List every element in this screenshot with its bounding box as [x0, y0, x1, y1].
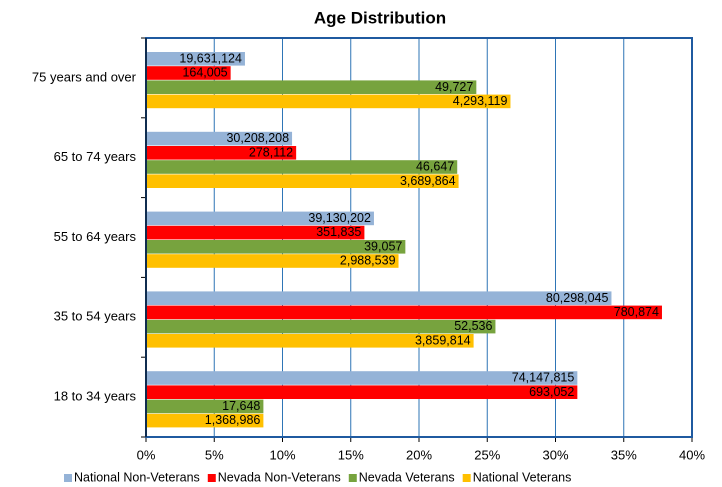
legend-label: National Veterans [473, 470, 572, 484]
y-tick-label: 55 to 64 years [54, 229, 137, 244]
data-label: 19,631,124 [179, 51, 242, 65]
bar [146, 174, 459, 188]
bar [146, 52, 245, 66]
bar [146, 319, 496, 334]
x-tick-label: 15% [338, 447, 364, 462]
bar [146, 291, 612, 305]
data-label: 39,057 [364, 239, 402, 253]
data-label: 3,689,864 [400, 174, 456, 188]
data-label: 30,208,208 [226, 131, 289, 145]
legend-label: National Non-Veterans [74, 470, 200, 484]
x-tick-label: 20% [406, 447, 432, 462]
data-label: 693,052 [529, 385, 574, 399]
legend-swatch [207, 474, 216, 482]
x-tick-label: 35% [611, 447, 637, 462]
bar [146, 399, 264, 414]
legend-label: Nevada Non-Veterans [218, 470, 341, 484]
data-label: 80,298,045 [546, 291, 609, 305]
x-tick-label: 0% [137, 447, 156, 462]
data-label: 46,647 [416, 160, 454, 174]
x-tick-label: 25% [474, 447, 500, 462]
data-label: 39,130,202 [308, 211, 371, 225]
x-tick-label: 5% [205, 447, 224, 462]
bar [146, 254, 399, 268]
y-tick-label: 18 to 34 years [54, 389, 137, 404]
data-label: 1,368,986 [205, 413, 261, 427]
y-tick-label: 35 to 54 years [54, 309, 137, 324]
bar [146, 94, 511, 109]
legend-label: Nevada Veterans [359, 470, 455, 484]
bar [146, 371, 578, 385]
data-label: 164,005 [182, 66, 227, 80]
bar [146, 80, 477, 94]
bar [146, 334, 474, 348]
bar [146, 305, 662, 320]
bar [146, 240, 406, 254]
bar [146, 211, 374, 226]
data-label: 780,874 [614, 305, 659, 319]
data-label: 49,727 [435, 80, 473, 94]
data-label: 3,859,814 [415, 333, 471, 347]
legend-swatch [348, 474, 357, 482]
data-label: 2,988,539 [340, 254, 396, 268]
y-tick-label: 75 years and over [32, 69, 137, 84]
data-label: 351,835 [316, 225, 361, 239]
x-tick-label: 30% [542, 447, 568, 462]
bar [146, 413, 264, 428]
legend-swatch [462, 474, 471, 482]
bar [146, 385, 578, 399]
bar [146, 131, 293, 146]
data-label: 17,648 [222, 399, 260, 413]
bar [146, 160, 458, 174]
data-label: 74,147,815 [512, 371, 575, 385]
bar [146, 66, 231, 80]
x-tick-label: 40% [679, 447, 705, 462]
x-tick-label: 10% [269, 447, 295, 462]
chart-title: Age Distribution [314, 8, 446, 27]
data-label: 52,536 [454, 319, 492, 333]
data-label: 278,112 [249, 145, 293, 159]
bar [146, 225, 365, 240]
y-tick-label: 65 to 74 years [54, 149, 137, 164]
data-label: 4,293,119 [453, 94, 508, 108]
bar [146, 146, 297, 160]
legend-swatch [64, 474, 72, 482]
